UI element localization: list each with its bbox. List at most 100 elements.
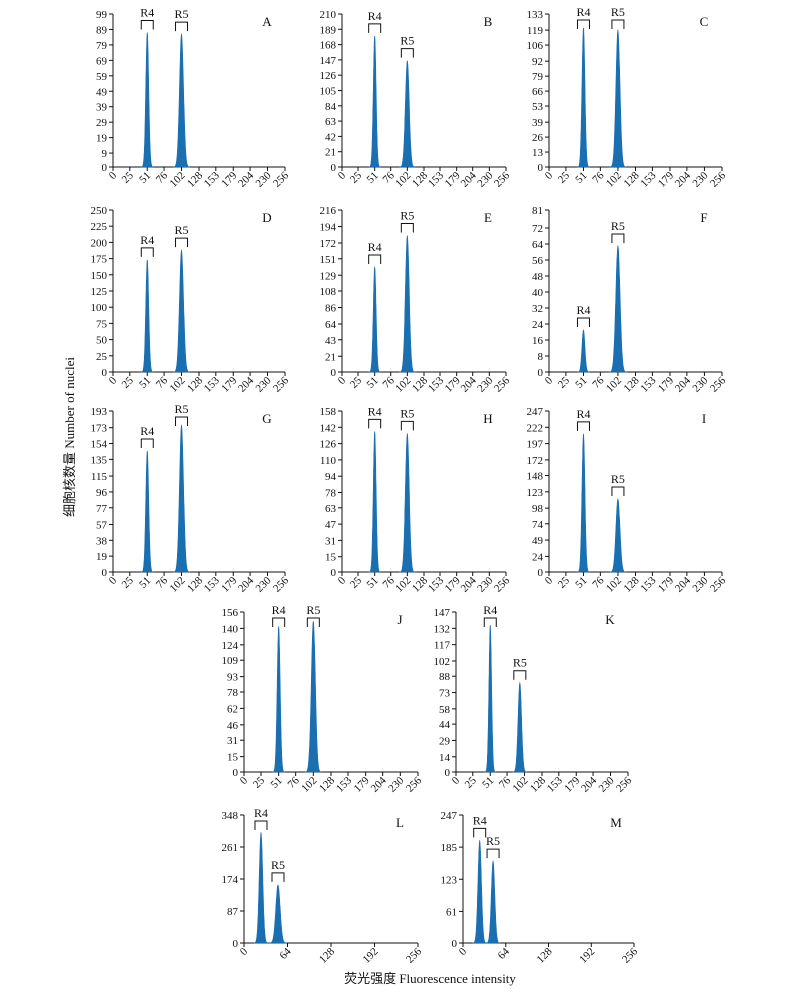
y-tick-label: 66	[532, 86, 544, 98]
y-tick-label: 46	[227, 720, 239, 732]
gate-bracket	[175, 237, 189, 248]
x-tick-label: 51	[573, 170, 589, 186]
y-tick-label: 44	[439, 719, 451, 731]
y-tick-label: 96	[96, 487, 108, 499]
x-tick-label: 76	[154, 574, 171, 591]
x-tick-label: 204	[236, 169, 257, 190]
y-tick-label: 194	[320, 222, 337, 234]
x-tick-label: 153	[638, 169, 659, 190]
gate-label: R4	[473, 813, 487, 827]
x-tick-label: 128	[317, 945, 338, 966]
x-tick-label: 153	[334, 774, 355, 795]
panel-letter: E	[484, 210, 492, 225]
y-tick-label: 200	[91, 237, 108, 249]
x-tick-label: 128	[534, 945, 555, 966]
y-tick-label: 53	[532, 101, 544, 113]
x-tick-label: 51	[137, 375, 153, 391]
y-tick-label: 21	[325, 147, 336, 159]
y-tick-label: 86	[325, 303, 337, 315]
y-tick-label: 158	[320, 406, 337, 418]
x-tick-label: 230	[254, 169, 275, 190]
gate-label: R5	[175, 223, 189, 237]
y-tick-label: 24	[532, 551, 544, 563]
x-tick-label: 25	[348, 374, 365, 391]
y-tick-label: 348	[222, 810, 239, 822]
y-tick-label: 102	[434, 656, 451, 668]
y-tick-label: 261	[222, 842, 239, 854]
x-tick-label: 102	[511, 775, 531, 795]
y-tick-label: 147	[320, 55, 337, 67]
gate-label: R5	[611, 5, 625, 19]
y-tick-label: 21	[325, 351, 336, 363]
y-tick-label: 126	[320, 70, 337, 82]
y-tick-label: 0	[102, 162, 108, 174]
gate-bracket	[576, 19, 590, 29]
gate-label: R5	[400, 34, 414, 48]
peak-r4	[272, 626, 285, 773]
panel-letter: M	[610, 815, 622, 830]
peak-r4	[577, 329, 590, 373]
x-tick-label: 0	[336, 574, 349, 587]
x-tick-label: 76	[154, 169, 171, 186]
peak-r5	[268, 884, 288, 944]
panel-m: 0 61 123 185 247 0 64 128 192 256 R4 R5 M	[441, 810, 641, 966]
y-tick-label: 48	[532, 271, 544, 283]
y-tick-label: 59	[96, 71, 108, 83]
peak-r4	[253, 831, 269, 944]
gate-bracket	[400, 223, 414, 233]
x-tick-label: 102	[604, 170, 624, 190]
y-tick-label: 225	[91, 221, 108, 233]
x-tick-label: 25	[556, 374, 573, 391]
x-tick-label: 153	[202, 374, 223, 395]
gate-bracket	[140, 247, 154, 257]
x-tick-label: 256	[271, 169, 292, 190]
panel-letter: B	[484, 14, 493, 29]
gate-label: R4	[368, 9, 382, 23]
y-tick-label: 0	[538, 162, 544, 174]
x-tick-label: 0	[450, 774, 463, 787]
x-tick-label: 204	[673, 169, 694, 190]
x-tick-label: 25	[463, 774, 480, 791]
y-tick-label: 69	[96, 55, 108, 67]
y-tick-label: 0	[331, 567, 337, 579]
x-tick-label: 0	[107, 374, 120, 387]
y-tick-label: 129	[320, 270, 337, 282]
panel-l: 0 87 174 261 348 0 64 128 192 256 R4 R5 L	[222, 806, 425, 966]
y-tick-label: 64	[532, 239, 544, 251]
x-tick-label: 51	[365, 575, 381, 591]
x-tick-label: 230	[386, 774, 407, 795]
x-tick-label: 25	[120, 374, 137, 391]
panel-letter: H	[483, 411, 492, 426]
y-tick-label: 94	[325, 471, 337, 483]
y-tick-label: 15	[227, 752, 239, 764]
y-tick-label: 142	[320, 422, 337, 434]
gate-bracket	[576, 421, 590, 431]
y-tick-label: 119	[527, 25, 544, 37]
y-tick-label: 175	[91, 254, 108, 266]
panel-letter: L	[396, 815, 404, 830]
y-tick-label: 105	[320, 86, 337, 98]
y-tick-label: 63	[325, 116, 337, 128]
x-tick-label: 256	[708, 169, 729, 190]
gate-label: R4	[368, 240, 382, 254]
gate-bracket	[272, 617, 286, 627]
x-tick-label: 192	[577, 946, 597, 966]
y-tick-label: 49	[532, 535, 544, 547]
y-tick-label: 110	[320, 455, 337, 467]
gate-label: R4	[576, 5, 590, 19]
y-tick-label: 15	[325, 552, 337, 564]
x-tick-label: 102	[604, 575, 624, 595]
y-tick-label: 56	[532, 255, 544, 267]
gate-bracket	[140, 20, 154, 30]
y-tick-label: 14	[439, 752, 451, 764]
peak-r4	[368, 431, 381, 573]
y-tick-label: 73	[439, 688, 451, 700]
y-tick-label: 42	[325, 131, 336, 143]
y-tick-label: 99	[96, 9, 108, 21]
y-tick-label: 87	[227, 906, 239, 918]
x-axis-title: 荧光强度 Fluorescence intensity	[344, 971, 516, 986]
peak-r5	[399, 433, 416, 573]
x-tick-label: 76	[154, 374, 171, 391]
